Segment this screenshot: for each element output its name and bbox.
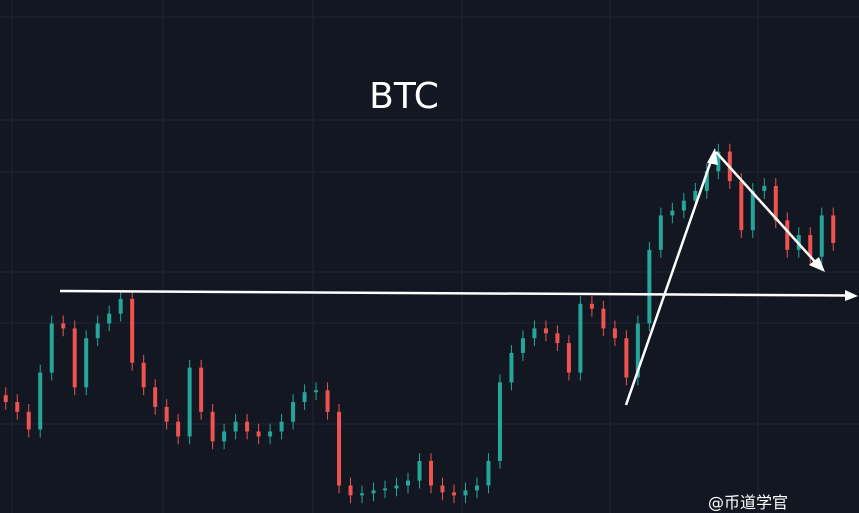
candle-body — [187, 367, 192, 437]
candle-body — [130, 298, 135, 363]
candle-body — [199, 367, 204, 412]
chart-title: BTC — [369, 76, 439, 117]
candle-body — [256, 431, 261, 437]
candle-body — [394, 485, 399, 489]
candle-body — [383, 488, 388, 491]
candle-body — [681, 200, 686, 211]
candle-body — [497, 382, 502, 461]
candle-body — [348, 485, 353, 496]
candle-body — [739, 181, 744, 231]
candle-body — [474, 485, 479, 491]
candle-body — [61, 323, 66, 329]
candle-body — [302, 392, 307, 403]
candle-body — [808, 235, 813, 257]
candle-body — [38, 372, 43, 430]
candle-body — [268, 431, 273, 437]
candle-body — [785, 220, 790, 250]
candle-body — [704, 171, 709, 191]
candle-body — [3, 395, 8, 403]
candle-body — [164, 406, 169, 422]
candle-body — [555, 333, 560, 344]
candle-body — [210, 411, 215, 442]
watermark: @币道学官 — [708, 493, 788, 512]
candle-body — [176, 421, 181, 437]
candle-body — [84, 338, 89, 388]
candle-body — [245, 421, 250, 432]
candle-body — [486, 460, 491, 486]
candle-body — [95, 323, 100, 339]
arrow-head — [845, 290, 858, 301]
candle-body — [291, 402, 296, 422]
up-arrow — [624, 157, 714, 406]
candle-body — [49, 323, 54, 373]
down-arrow — [715, 151, 818, 265]
candle-body — [371, 490, 376, 494]
candle-body — [428, 460, 433, 486]
candles — [3, 143, 836, 504]
candle-body — [670, 210, 675, 216]
candle-body — [233, 421, 238, 432]
candle-body — [118, 298, 123, 314]
candle-body — [141, 362, 146, 388]
candle-body — [750, 190, 755, 231]
candle-body — [601, 308, 606, 329]
candle-body — [612, 328, 617, 339]
candle-body — [819, 215, 824, 257]
candle-body — [26, 411, 31, 430]
candle-body — [543, 328, 548, 334]
candle-body — [520, 338, 525, 353]
candle-body — [107, 313, 112, 324]
candle-body — [417, 460, 422, 481]
candle-body — [762, 185, 767, 191]
candle-body — [658, 215, 663, 250]
candle-body — [463, 490, 468, 496]
candle-body — [578, 303, 583, 373]
candle-body — [451, 492, 456, 496]
candle-body — [693, 190, 698, 201]
candle-body — [532, 328, 537, 339]
candle-body — [153, 387, 158, 407]
annotations — [59, 148, 858, 406]
candle-body — [647, 249, 652, 324]
arrow-head — [809, 257, 825, 272]
candle-body — [509, 352, 514, 383]
arrow-head — [707, 148, 718, 165]
candle-body — [325, 390, 330, 412]
candle-body — [624, 338, 629, 378]
candle-body — [635, 323, 640, 378]
candle-body — [831, 215, 836, 243]
candle-body — [440, 485, 445, 493]
level-line — [59, 289, 849, 297]
candle-body — [279, 421, 284, 432]
candle-body — [360, 493, 365, 496]
candle-body — [72, 328, 77, 388]
candle-body — [222, 431, 227, 442]
candle-body — [406, 480, 411, 486]
candle-body — [716, 151, 721, 172]
candle-body — [314, 390, 319, 393]
candle-body — [773, 185, 778, 221]
candle-body — [566, 343, 571, 373]
candle-body — [337, 411, 342, 486]
candle-body — [15, 402, 20, 412]
candle-body — [589, 303, 594, 309]
